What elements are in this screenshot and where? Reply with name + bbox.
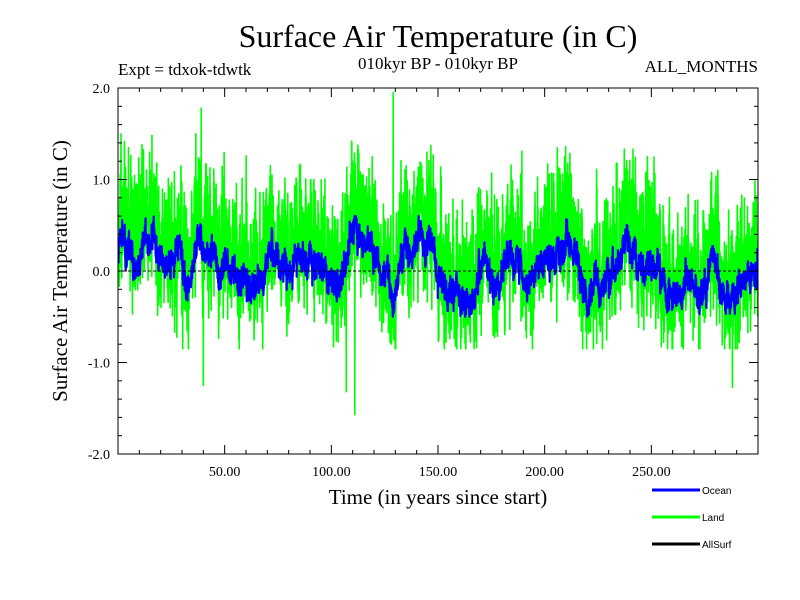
y-tick-label: 2.0 xyxy=(93,82,111,97)
legend-label-allsurf: AllSurf xyxy=(702,540,732,551)
y-axis-label: Surface Air Temperature (in C) xyxy=(48,140,72,402)
x-tick-label: 150.00 xyxy=(419,465,458,480)
x-tick-label: 100.00 xyxy=(312,465,351,480)
y-tick-label: -1.0 xyxy=(88,357,110,372)
legend-label-ocean: Ocean xyxy=(702,486,731,497)
y-tick-label: 1.0 xyxy=(93,174,111,189)
period-label: 010kyr BP - 010kyr BP xyxy=(358,54,518,73)
months-label: ALL_MONTHS xyxy=(644,57,758,76)
chart-title: Surface Air Temperature (in C) xyxy=(238,18,638,54)
y-tick-label: -2.0 xyxy=(88,448,110,463)
experiment-label: Expt = tdxok-tdwtk xyxy=(118,60,252,79)
legend-label-land: Land xyxy=(702,513,724,524)
series-line-ocean xyxy=(118,215,758,318)
y-tick-label: 0.0 xyxy=(93,265,111,280)
x-axis-label: Time (in years since start) xyxy=(329,485,548,509)
x-tick-label: 200.00 xyxy=(525,465,564,480)
x-tick-label: 250.00 xyxy=(632,465,671,480)
x-tick-label: 50.00 xyxy=(209,465,241,480)
